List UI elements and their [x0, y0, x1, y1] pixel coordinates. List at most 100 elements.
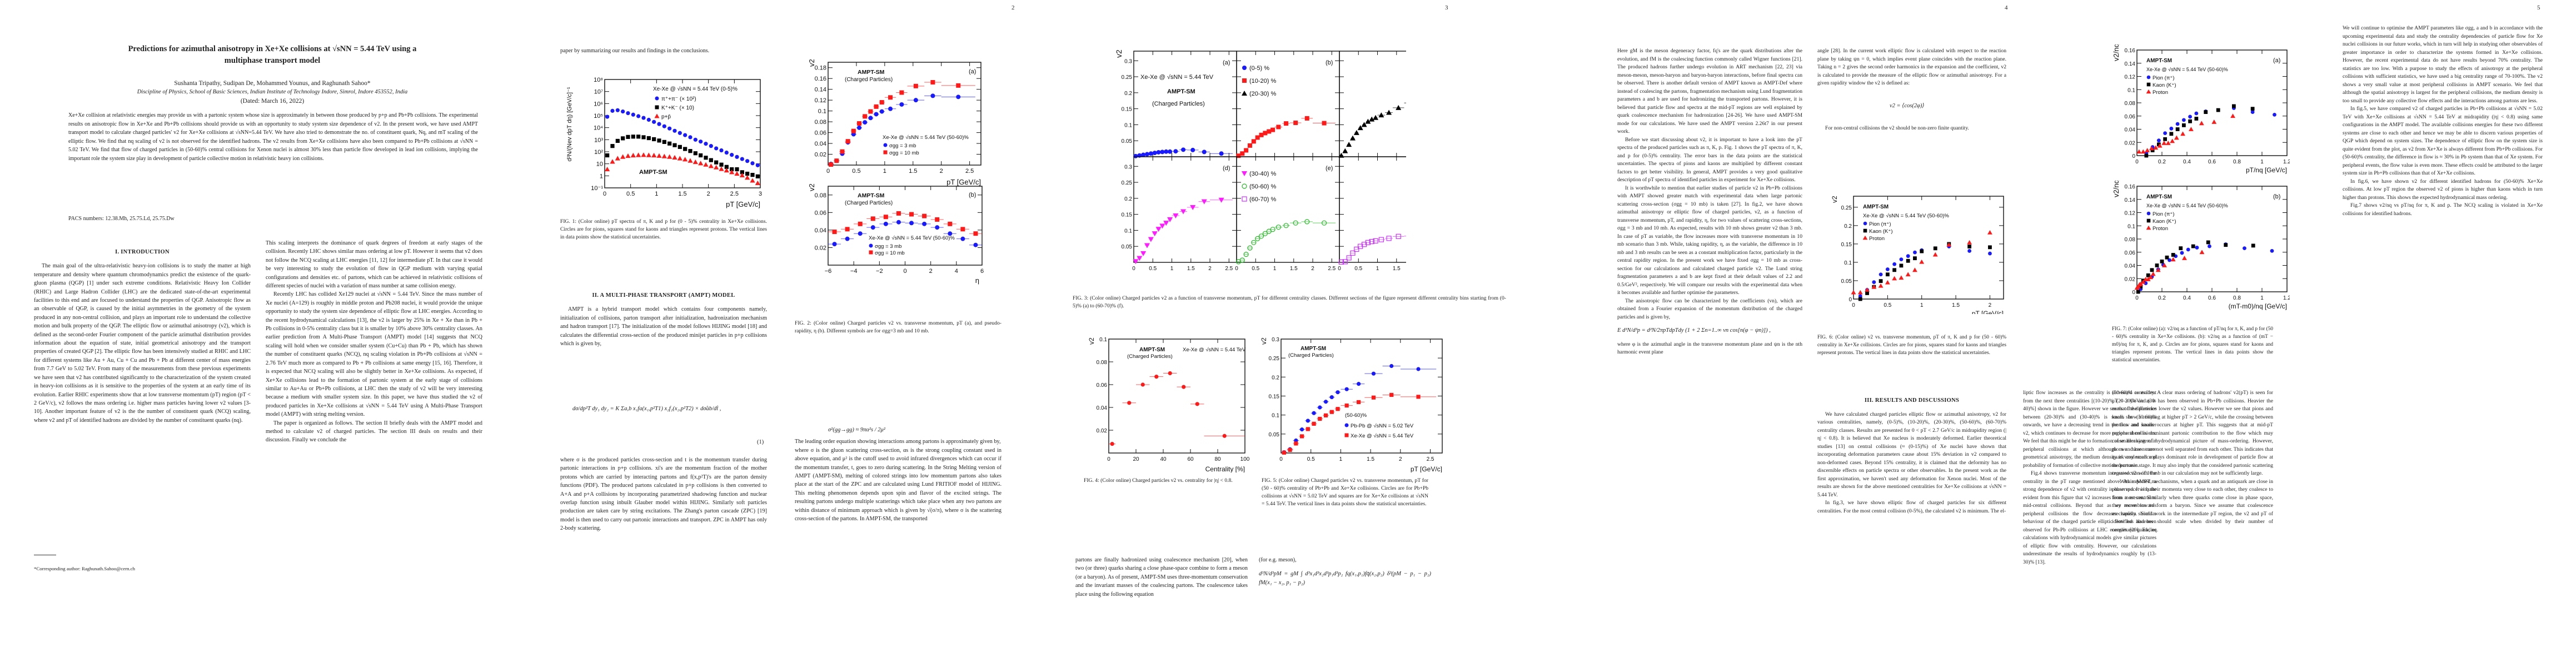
x-tick-label: 2: [1989, 302, 1992, 308]
y-tick-label: 0.08: [1097, 360, 1108, 366]
x-tick-label: 0.5: [1149, 266, 1157, 272]
data-point: [1354, 246, 1359, 252]
data-point: [1201, 199, 1207, 205]
data-point: [641, 135, 646, 140]
data-point: [1906, 258, 1910, 263]
data-point: [2169, 126, 2174, 131]
data-point: [2243, 246, 2246, 251]
figure-1-caption: FIG. 1: (Color online) pT spectra of π, …: [560, 218, 767, 240]
data-point: [869, 243, 873, 248]
y-tick-label: 0.12: [815, 97, 826, 104]
x-axis-label: pT [GeV/c]: [1411, 465, 1442, 472]
page4-col-3-continuation: liptic flow increases as the centrality …: [2023, 389, 2156, 566]
x-tick-label: −6: [825, 268, 832, 275]
data-point: [2146, 225, 2151, 230]
y-tick-label: 0.08: [2125, 237, 2136, 243]
x-tick-label: 0.2: [2158, 159, 2166, 165]
data-point: [1247, 143, 1252, 148]
page-number: 3: [1445, 4, 1448, 11]
data-point: [1988, 251, 1992, 256]
plot-frame: [2136, 186, 2288, 292]
y-tick-label: 0.1: [2127, 87, 2135, 93]
legend-label: (20-30) %: [1249, 91, 1277, 97]
data-point: [857, 125, 862, 130]
data-point: [1240, 151, 1245, 156]
data-point: [2162, 263, 2167, 267]
section-heading-results: III. RESULTS AND DISCUSSIONS: [1864, 397, 1960, 404]
data-point: [1284, 121, 1289, 126]
data-point: [672, 128, 677, 133]
x-tick-label: 0.4: [2183, 159, 2191, 165]
data-point: [1133, 153, 1138, 158]
data-point: [672, 155, 677, 160]
data-point: [883, 215, 888, 220]
data-point: [724, 168, 729, 173]
data-point: [740, 157, 744, 161]
data-point: [1913, 250, 1917, 255]
y-tick-label: 0.04: [815, 141, 826, 147]
page-number: 4: [2005, 4, 2008, 11]
y-axis-label: v2: [1831, 196, 1838, 203]
y-tick-label: 0.18: [815, 65, 826, 72]
data-point: [1416, 367, 1421, 371]
legend-label: σgg = 10 mb: [889, 150, 919, 156]
x-tick-label: 2: [707, 191, 710, 197]
x-tick-label: 2: [940, 168, 943, 175]
y-tick-label: 0.15: [1122, 212, 1133, 218]
data-point: [1321, 220, 1327, 226]
x-axis-label: pT [GeV/c]: [1972, 310, 2004, 314]
data-point: [1293, 120, 1298, 125]
plot-frame: [1108, 339, 1245, 454]
legend-label: (10-20) %: [1249, 78, 1277, 84]
data-point: [874, 112, 879, 117]
panel-label: (a): [1223, 59, 1230, 66]
data-point: [683, 147, 687, 151]
data-point: [1236, 153, 1241, 158]
paragraph: The anisotropic flow can be characterize…: [1617, 297, 1802, 320]
figure-7a-ncq-scaling-pt: 0 0.2 0.4 0.6 0.8 1 1.2 0 0.02 0.04 0.06 0.08 0.1 0.1…: [2112, 44, 2290, 174]
x-tick-label: 20: [1133, 456, 1139, 462]
y-tick-label: 0.2: [1272, 375, 1279, 381]
x-tick-label: 1.5: [909, 168, 917, 175]
data-point: [1369, 238, 1374, 245]
x-tick-label: 2: [1311, 266, 1314, 272]
x-tick-label: 4: [955, 268, 958, 275]
intro-paragraph-1: The main goal of the ultra-relativistic …: [34, 263, 251, 424]
legend-label: π⁺+π⁻ (× 10²): [661, 96, 696, 102]
legend-label: (0-5) %: [1249, 65, 1269, 72]
data-series: [605, 135, 760, 178]
data-series: [1281, 364, 1437, 455]
page4-col-2-results: III. RESULTS AND DISCUSSIONS We have cal…: [1817, 389, 2006, 515]
paragraph: Before we start discussing about v2, it …: [1617, 136, 1802, 183]
data-point: [735, 167, 739, 172]
date: (Dated: March 16, 2022): [240, 98, 305, 104]
y-tick-label: 0.1: [1124, 228, 1132, 234]
x-tick-label: 80: [1214, 456, 1221, 462]
model-label: AMPT-SM: [2146, 194, 2172, 200]
data-point: [1851, 290, 1856, 295]
x-tick-label: 0.5: [1252, 266, 1259, 272]
data-point: [2163, 137, 2168, 141]
data-point: [693, 151, 697, 156]
page2-col-left: paper by summarizing our results and fin…: [560, 47, 767, 55]
data-point: [1148, 237, 1154, 242]
page4-col-2: angle [28]. In the current work elliptic…: [1817, 47, 2006, 133]
paragraph: It is worthwhile to mention that earlier…: [1617, 185, 1802, 296]
data-point: [1195, 402, 1199, 406]
page-5: 5 We will continue to optimise the AMPT …: [2343, 0, 2576, 667]
y-tick-label: 10⁻¹: [591, 185, 603, 192]
data-point: [621, 136, 625, 141]
data-point: [868, 109, 873, 114]
model-sublabel: (Charged Particles): [845, 200, 893, 206]
data-point: [1222, 434, 1227, 438]
data-point: [714, 165, 719, 170]
legend-label: σgg = 3 mb: [889, 143, 916, 149]
paragraph: We have calculated charged particles ell…: [1817, 411, 2006, 498]
data-point: [896, 220, 901, 225]
data-point: [2204, 110, 2208, 115]
x-axis-label: pT/nq [GeV/c]: [2246, 166, 2287, 174]
data-point: [1242, 66, 1247, 70]
data-point: [729, 170, 735, 175]
data-point: [2150, 271, 2156, 276]
data-point: [2155, 267, 2161, 272]
